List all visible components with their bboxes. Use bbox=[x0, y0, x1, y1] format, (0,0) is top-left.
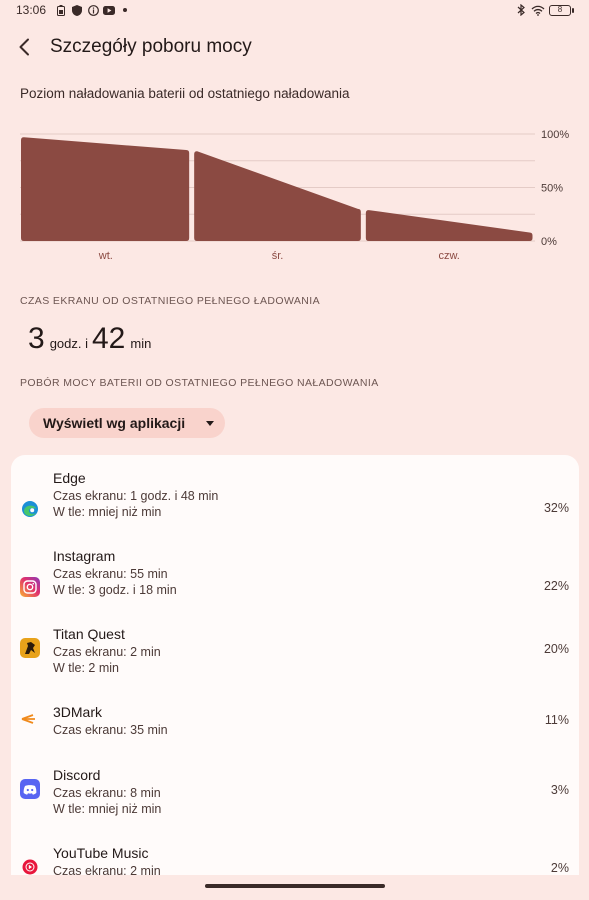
screen-time-value: 3 godz. i 42 min bbox=[28, 322, 155, 356]
status-bar-left: 13:06 bbox=[16, 3, 131, 17]
view-by-dropdown[interactable]: Wyświetl wg aplikacji bbox=[29, 408, 225, 438]
instagram-icon bbox=[20, 577, 40, 597]
app-screen-time: Czas ekranu: 2 min bbox=[53, 645, 161, 659]
app-name: Discord bbox=[53, 767, 101, 783]
chart-x-tick-label: czw. bbox=[438, 250, 459, 262]
app-name: Edge bbox=[53, 470, 86, 486]
discord-icon bbox=[20, 779, 40, 799]
screen-time-hours: 3 bbox=[28, 322, 45, 355]
chart-y-tick-label: 50% bbox=[541, 183, 563, 195]
edge-icon bbox=[20, 499, 40, 519]
battery-level-chart: 100% 50% 0% wt. śr. czw. bbox=[20, 129, 569, 262]
app-usage-percent: 2% bbox=[550, 861, 569, 875]
battery-level: 8 bbox=[557, 4, 563, 14]
battery-icon: 8 bbox=[549, 4, 574, 16]
back-button[interactable] bbox=[2, 26, 46, 68]
app-screen-time: Czas ekranu: 8 min bbox=[53, 786, 161, 800]
status-bar-right: 8 bbox=[515, 4, 574, 16]
app-bar: Szczegóły poboru mocy bbox=[0, 26, 589, 68]
chart-y-tick-label: 0% bbox=[541, 236, 557, 248]
3dmark-icon bbox=[20, 709, 40, 729]
app-screen-time: Czas ekranu: 1 godz. i 48 min bbox=[53, 489, 219, 503]
app-screen-time: Czas ekranu: 35 min bbox=[53, 723, 168, 737]
notification-battery-icon bbox=[55, 4, 67, 16]
app-row-edge[interactable]: Edge Czas ekranu: 1 godz. i 48 min W tle… bbox=[11, 470, 579, 540]
app-usage-list: Edge Czas ekranu: 1 godz. i 48 min W tle… bbox=[11, 455, 579, 875]
screen-time-minutes: 42 bbox=[92, 322, 126, 355]
navigation-handle[interactable] bbox=[205, 884, 385, 888]
screen-time-hours-unit: godz. i bbox=[49, 336, 88, 351]
app-screen-time: Czas ekranu: 2 min bbox=[53, 864, 161, 875]
screen-time-label: CZAS EKRANU OD OSTATNIEGO PEŁNEGO ŁADOWA… bbox=[20, 295, 320, 307]
dropdown-arrow-icon bbox=[206, 421, 214, 426]
battery-usage-label: POBÓR MOCY BATERII OD OSTATNIEGO PEŁNEGO… bbox=[20, 377, 379, 389]
youtube-music-icon bbox=[20, 857, 40, 875]
app-usage-percent: 32% bbox=[543, 501, 569, 515]
app-name: Instagram bbox=[53, 548, 116, 564]
wifi-icon bbox=[531, 4, 545, 16]
app-name: Titan Quest bbox=[53, 626, 125, 642]
chart-area-segment-śr. bbox=[194, 151, 361, 241]
view-by-dropdown-value: Wyświetl wg aplikacji bbox=[43, 415, 186, 431]
chart-area-segment-wt. bbox=[21, 137, 190, 241]
back-arrow-icon bbox=[19, 38, 29, 56]
chart-y-tick-label: 100% bbox=[541, 129, 569, 141]
chart-x-tick-label: wt. bbox=[98, 250, 113, 262]
app-row-titan-quest[interactable]: Titan Quest Czas ekranu: 2 min W tle: 2 … bbox=[11, 626, 579, 696]
app-background-time: W tle: 2 min bbox=[53, 661, 119, 675]
app-usage-percent: 22% bbox=[543, 579, 569, 593]
status-bar: 13:06 8 bbox=[0, 0, 589, 20]
chart-x-tick-label: śr. bbox=[272, 250, 284, 262]
app-usage-percent: 11% bbox=[544, 713, 569, 727]
app-row-3dmark[interactable]: 3DMark Czas ekranu: 35 min 11% bbox=[11, 704, 579, 759]
chart-area-segment-czw. bbox=[365, 210, 533, 241]
app-row-instagram[interactable]: Instagram Czas ekranu: 55 min W tle: 3 g… bbox=[11, 548, 579, 618]
shield-icon bbox=[71, 4, 83, 16]
app-background-time: W tle: mniej niż min bbox=[53, 802, 162, 816]
app-row-youtube-music[interactable]: YouTube Music Czas ekranu: 2 min 2% bbox=[11, 845, 579, 875]
app-usage-percent: 20% bbox=[543, 642, 569, 656]
youtube-notification-icon bbox=[103, 4, 116, 16]
more-notifications-dot-icon bbox=[119, 4, 131, 16]
app-screen-time: Czas ekranu: 55 min bbox=[53, 567, 168, 581]
status-time: 13:06 bbox=[16, 3, 47, 17]
screen-time-minutes-unit: min bbox=[130, 336, 152, 351]
page-title: Szczegóły poboru mocy bbox=[50, 36, 252, 57]
battery-chart-caption: Poziom naładowania baterii od ostatniego… bbox=[20, 86, 350, 101]
info-icon bbox=[87, 4, 99, 16]
app-usage-percent: 3% bbox=[550, 783, 569, 797]
app-background-time: W tle: 3 godz. i 18 min bbox=[53, 583, 177, 597]
titan-quest-icon bbox=[20, 638, 40, 658]
bluetooth-icon bbox=[515, 4, 527, 16]
app-name: 3DMark bbox=[53, 704, 103, 720]
app-name: YouTube Music bbox=[53, 845, 149, 861]
app-row-discord[interactable]: Discord Czas ekranu: 8 min W tle: mniej … bbox=[11, 767, 579, 837]
app-background-time: W tle: mniej niż min bbox=[53, 505, 162, 519]
